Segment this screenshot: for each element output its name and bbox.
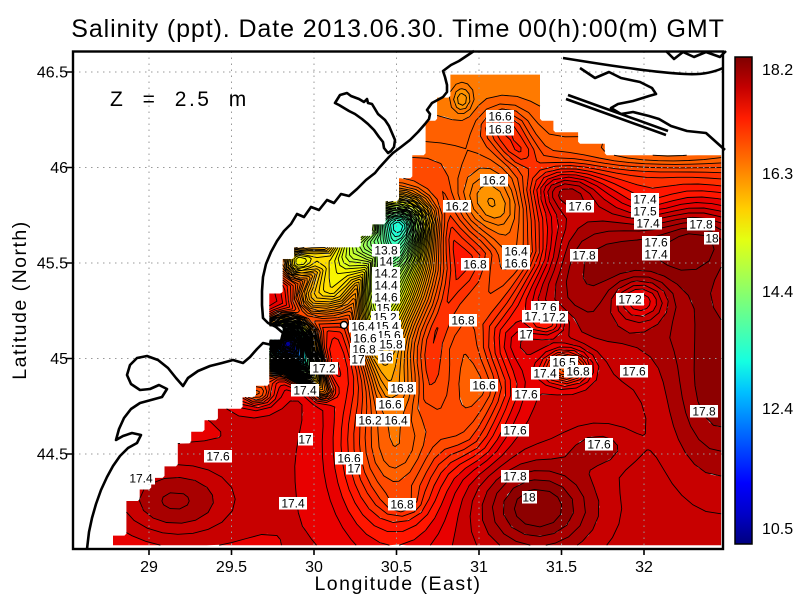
svg-text:16.4: 16.4 xyxy=(504,245,528,259)
svg-text:16.6: 16.6 xyxy=(472,379,496,393)
svg-text:16.3: 16.3 xyxy=(762,166,793,183)
svg-text:45: 45 xyxy=(50,351,68,368)
svg-text:17: 17 xyxy=(519,328,533,342)
svg-text:16.8: 16.8 xyxy=(566,365,590,379)
svg-text:14: 14 xyxy=(379,255,393,269)
svg-text:17.4: 17.4 xyxy=(293,384,317,398)
svg-text:16.8: 16.8 xyxy=(390,382,414,396)
svg-text:16.2: 16.2 xyxy=(445,200,469,214)
svg-text:45.5: 45.5 xyxy=(37,256,68,273)
svg-text:17.4: 17.4 xyxy=(129,472,153,486)
svg-text:Z = 2.5 m: Z = 2.5 m xyxy=(110,88,249,111)
svg-text:30: 30 xyxy=(305,559,323,576)
svg-text:16.8: 16.8 xyxy=(488,123,512,137)
svg-text:17.4: 17.4 xyxy=(636,217,660,231)
svg-text:17: 17 xyxy=(298,433,312,447)
svg-text:16.2: 16.2 xyxy=(358,414,382,428)
svg-text:31: 31 xyxy=(470,559,488,576)
svg-text:17.4: 17.4 xyxy=(644,248,668,262)
svg-text:14.6: 14.6 xyxy=(374,291,398,305)
svg-text:17.6: 17.6 xyxy=(503,424,527,438)
svg-text:16.6: 16.6 xyxy=(504,257,528,271)
svg-text:15.8: 15.8 xyxy=(379,338,403,352)
svg-text:17.6: 17.6 xyxy=(644,236,668,250)
svg-text:17.8: 17.8 xyxy=(572,249,596,263)
svg-text:44.5: 44.5 xyxy=(37,447,68,464)
svg-text:14.2: 14.2 xyxy=(374,267,398,281)
svg-text:18: 18 xyxy=(522,491,536,505)
svg-text:46.5: 46.5 xyxy=(37,65,68,82)
svg-text:13.8: 13.8 xyxy=(374,244,398,258)
svg-text:46: 46 xyxy=(50,160,68,177)
svg-text:18.2: 18.2 xyxy=(762,62,793,79)
svg-text:31.5: 31.5 xyxy=(546,559,577,576)
svg-text:17.2: 17.2 xyxy=(542,311,566,325)
svg-text:17.5: 17.5 xyxy=(633,205,657,219)
svg-text:10.5: 10.5 xyxy=(762,521,793,538)
svg-text:17: 17 xyxy=(347,462,361,476)
svg-text:29: 29 xyxy=(140,559,158,576)
svg-text:16.8: 16.8 xyxy=(390,498,414,512)
svg-text:Longitude (East): Longitude (East) xyxy=(314,573,481,595)
svg-text:30.5: 30.5 xyxy=(381,559,412,576)
svg-text:17.6: 17.6 xyxy=(514,388,538,402)
svg-text:17.8: 17.8 xyxy=(692,405,716,419)
svg-text:17.8: 17.8 xyxy=(503,470,527,484)
svg-text:17.4: 17.4 xyxy=(533,367,557,381)
svg-text:16.2: 16.2 xyxy=(482,174,506,188)
svg-text:16.6: 16.6 xyxy=(353,332,377,346)
svg-text:16: 16 xyxy=(379,351,393,365)
svg-text:17.6: 17.6 xyxy=(568,200,592,214)
svg-text:14.4: 14.4 xyxy=(374,279,398,293)
svg-text:17: 17 xyxy=(351,353,365,367)
svg-text:17.8: 17.8 xyxy=(689,218,713,232)
svg-text:32: 32 xyxy=(635,559,653,576)
svg-text:16.8: 16.8 xyxy=(463,258,487,272)
svg-text:Salinity (ppt). Date 2013.06.3: Salinity (ppt). Date 2013.06.30. Time 00… xyxy=(71,15,725,43)
svg-text:17.4: 17.4 xyxy=(281,497,305,511)
svg-text:17.2: 17.2 xyxy=(312,362,336,376)
svg-text:12.4: 12.4 xyxy=(762,401,793,418)
svg-text:29.5: 29.5 xyxy=(216,559,247,576)
svg-text:16.6: 16.6 xyxy=(378,398,402,412)
svg-text:16.8: 16.8 xyxy=(451,314,475,328)
svg-text:14.4: 14.4 xyxy=(762,284,793,301)
svg-text:16.4: 16.4 xyxy=(384,414,408,428)
svg-text:16.4: 16.4 xyxy=(351,320,375,334)
svg-text:17.6: 17.6 xyxy=(587,438,611,452)
svg-text:16.6: 16.6 xyxy=(488,110,512,124)
svg-text:17.4: 17.4 xyxy=(633,193,657,207)
svg-text:17.6: 17.6 xyxy=(622,365,646,379)
svg-text:Latitude (North): Latitude (North) xyxy=(9,220,31,379)
svg-text:17.6: 17.6 xyxy=(206,450,230,464)
svg-text:18: 18 xyxy=(705,232,719,246)
svg-text:17.2: 17.2 xyxy=(618,293,642,307)
